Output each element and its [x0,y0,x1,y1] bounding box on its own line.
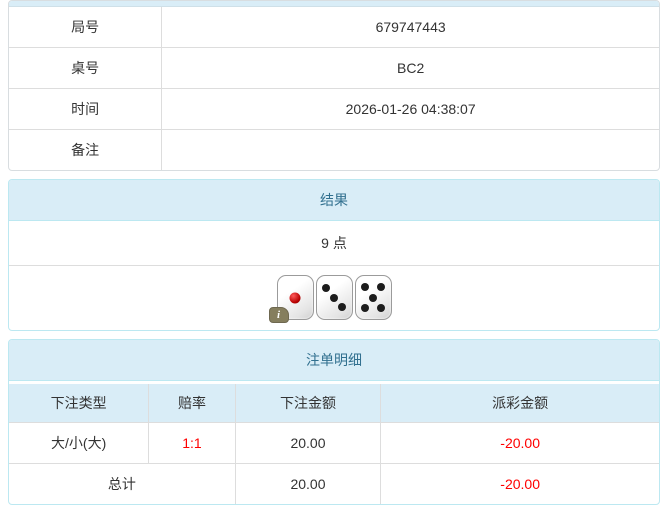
bet-odds: 1:1 [148,422,236,464]
pip [360,303,369,312]
dice-result: i [268,275,392,323]
info-badge[interactable]: i [268,307,289,323]
die-3 [315,275,353,320]
game-info-table: 局号 679747443 桌号 BC2 时间 2026-01-26 04:38:… [9,7,659,170]
die-1 [276,275,314,320]
bet-payout: -20.00 [380,422,659,464]
table-row: 桌号 BC2 [9,47,659,89]
total-row: 总计 20.00 -20.00 [9,463,659,504]
table-id-value: BC2 [161,47,659,89]
pip [369,293,377,302]
dice-row: i [9,266,659,330]
total-label: 总计 [9,463,236,504]
table-row: 备注 [9,129,659,170]
bets-panel: 注单明细 下注类型 赔率 下注金额 派彩金额 大/小(大) 1:1 20.00 … [8,339,660,505]
column-bet-amount: 下注金额 [234,384,382,423]
round-id-label: 局号 [9,7,163,48]
pip [338,303,347,312]
round-id-value: 679747443 [161,7,659,48]
table-row: 时间 2026-01-26 04:38:07 [9,88,659,130]
time-label: 时间 [9,88,163,130]
red-pip [289,292,301,303]
result-panel: 结果 9 点 i [8,179,660,331]
total-bet-amount: 20.00 [234,463,382,504]
bet-type: 大/小(大) [9,422,150,464]
bets-table: 下注类型 赔率 下注金额 派彩金额 大/小(大) 1:1 20.00 -20.0… [9,384,659,504]
game-info-panel-header [9,1,659,7]
pip [377,303,386,312]
remark-label: 备注 [9,129,163,170]
remark-value [161,129,659,170]
pip [321,283,330,292]
die-5 [354,275,392,320]
bet-amount: 20.00 [234,422,382,464]
result-panel-title: 结果 [9,180,659,221]
column-payout-amount: 派彩金额 [380,384,659,423]
bets-panel-title: 注单明细 [9,340,659,381]
time-value: 2026-01-26 04:38:07 [161,88,659,130]
column-bet-type: 下注类型 [9,384,150,423]
pip [330,293,338,302]
total-payout: -20.00 [380,463,659,504]
game-info-panel: 局号 679747443 桌号 BC2 时间 2026-01-26 04:38:… [8,0,660,171]
bet-row: 大/小(大) 1:1 20.00 -20.00 [9,422,659,464]
result-points: 9 点 [9,221,659,266]
column-odds: 赔率 [148,384,236,423]
bets-header-row: 下注类型 赔率 下注金额 派彩金额 [9,384,659,423]
pip [377,283,386,292]
table-row: 局号 679747443 [9,7,659,48]
pip [360,283,369,292]
table-id-label: 桌号 [9,47,163,89]
